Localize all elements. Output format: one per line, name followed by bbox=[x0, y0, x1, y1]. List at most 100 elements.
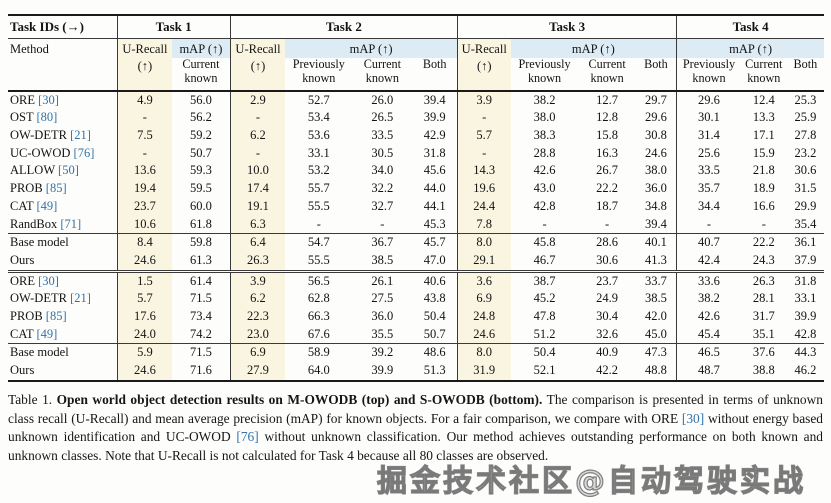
metric-value: 17.6 bbox=[116, 308, 173, 326]
task3-urecall-header: U-Recall (↑) bbox=[456, 38, 511, 91]
table-header: Task IDs (→) Task 1 Task 2 Task 3 Task 4… bbox=[8, 15, 824, 91]
metric-value: 15.8 bbox=[596, 128, 619, 142]
metric-value: 24.8 bbox=[456, 308, 511, 326]
metric-value: 19.6 bbox=[456, 180, 511, 198]
task4-current-known-header: Current known bbox=[745, 58, 783, 85]
metric-value: 7.8 bbox=[456, 215, 511, 234]
metric-value: 32.6 bbox=[596, 326, 619, 341]
caption-title: Open world object detection results on M… bbox=[56, 391, 543, 407]
metric-value: 6.2 bbox=[229, 290, 286, 309]
metric-value: 6.2 bbox=[229, 127, 286, 145]
metric-value: 23.7 bbox=[116, 197, 173, 216]
metric-value: 71.6 bbox=[190, 363, 212, 378]
metric-value: 45.4 bbox=[676, 325, 741, 344]
metric-value: - bbox=[116, 109, 173, 127]
metric-value: 33.1 bbox=[794, 291, 817, 306]
metric-value: 24.0 bbox=[116, 325, 173, 344]
table-row: Ours 24.6 71.6 27.9 64.0 39.9 51.3 31.9 52.1 42.2… bbox=[8, 362, 824, 381]
metric-value: 29.6 bbox=[676, 90, 741, 110]
metric-value: 31.7 bbox=[752, 309, 775, 324]
metric-value: 22.2 bbox=[752, 235, 775, 250]
method-name: Base model bbox=[10, 235, 69, 250]
table-row: Ours 24.6 61.3 26.3 55.5 38.5 47.0 29.1 46.7 30.6… bbox=[8, 251, 824, 272]
metric-value: 43.0 bbox=[533, 181, 556, 196]
task3-map-header: mAP (↑) bbox=[510, 38, 677, 58]
table-row: ORE [30] 4.9 56.0 2.9 52.7 26.0 39.4 3.9 38.2 12.… bbox=[8, 90, 824, 110]
table-row: OW-DETR [21] 7.5 59.2 6.2 53.6 33.5 42.9 5.7 38.… bbox=[8, 127, 824, 145]
method-name: OW-DETR [21] bbox=[10, 291, 91, 306]
metric-value: 3.9 bbox=[229, 271, 286, 291]
metric-value: 10.0 bbox=[229, 162, 286, 181]
metric-value: 58.9 bbox=[307, 345, 330, 360]
task2-previously-known-header: Previously known bbox=[292, 58, 345, 85]
metric-value: 50.7 bbox=[423, 326, 446, 341]
metric-value: 50.7 bbox=[190, 145, 212, 160]
metric-value: 48.6 bbox=[423, 345, 446, 360]
method-name: ORE [30] bbox=[10, 92, 59, 107]
metric-value: 39.9 bbox=[423, 110, 446, 125]
metric-value: 30.6 bbox=[794, 163, 817, 178]
metric-value: 34.8 bbox=[644, 198, 667, 213]
metric-value: 55.7 bbox=[307, 181, 330, 196]
metric-value: 30.4 bbox=[596, 309, 619, 324]
metric-value: 31.8 bbox=[423, 145, 446, 160]
metric-value: - bbox=[380, 216, 385, 231]
metric-value: 56.2 bbox=[190, 110, 212, 125]
citation-link: [76] bbox=[236, 429, 259, 445]
metric-value: 5.7 bbox=[456, 127, 511, 145]
task2-label: Task 2 bbox=[229, 15, 458, 39]
metric-value: 48.7 bbox=[676, 362, 741, 381]
table-caption: Table 1. Open world object detection res… bbox=[8, 391, 823, 466]
metric-value: 37.9 bbox=[794, 252, 817, 267]
metric-value: 25.3 bbox=[794, 92, 817, 107]
metric-value: 50.4 bbox=[423, 309, 446, 324]
metric-value: 27.8 bbox=[794, 128, 817, 142]
metric-value: 26.1 bbox=[371, 273, 394, 288]
metric-value: 38.2 bbox=[676, 290, 741, 309]
metric-value: 55.5 bbox=[307, 252, 330, 267]
metric-value: 33.5 bbox=[371, 128, 394, 142]
metric-value: 38.7 bbox=[533, 273, 556, 288]
metric-value: 50.4 bbox=[533, 345, 556, 360]
method-name: RandBox [71] bbox=[10, 216, 82, 231]
metric-value: 28.1 bbox=[752, 291, 775, 306]
citation-link: [71] bbox=[57, 216, 82, 231]
citation-link: [30] bbox=[35, 273, 59, 288]
citation-link: [80] bbox=[33, 110, 58, 125]
citation-link: [50] bbox=[54, 163, 79, 178]
table-row: PROB [85] 17.6 73.4 22.3 66.3 36.0 50.4 24.8 47.… bbox=[8, 308, 824, 326]
citation-link: [21] bbox=[66, 128, 91, 142]
metric-value: 42.9 bbox=[423, 128, 446, 142]
metric-value: 19.4 bbox=[116, 180, 173, 198]
metric-value: 25.9 bbox=[794, 110, 817, 125]
metric-value: 42.0 bbox=[644, 309, 667, 324]
metric-value: 22.3 bbox=[229, 308, 286, 326]
metric-value: 61.3 bbox=[190, 252, 212, 267]
metric-value: 47.0 bbox=[423, 252, 446, 267]
metric-value: 6.3 bbox=[229, 215, 286, 234]
metric-value: 40.7 bbox=[676, 233, 741, 252]
metric-value: 18.7 bbox=[596, 198, 619, 213]
metric-value: 29.7 bbox=[644, 92, 667, 107]
metric-value: 31.5 bbox=[794, 181, 817, 196]
metric-value: 24.9 bbox=[596, 291, 619, 306]
m-owodb-methods-section: ORE [30] 4.9 56.0 2.9 52.7 26.0 39.4 3.9 38.2 12.… bbox=[8, 90, 824, 234]
metric-value: 30.8 bbox=[644, 128, 667, 142]
metric-value: 34.0 bbox=[371, 163, 394, 178]
method-name: Ours bbox=[10, 363, 35, 378]
metric-value: 39.4 bbox=[423, 92, 446, 107]
metric-value: 31.9 bbox=[456, 362, 511, 381]
task1-current-known-header: Current known bbox=[182, 58, 220, 85]
metric-value: 47.3 bbox=[644, 345, 667, 360]
metric-value: 24.6 bbox=[456, 325, 511, 344]
metric-value: 24.6 bbox=[116, 362, 173, 381]
metric-value: - bbox=[605, 216, 610, 231]
task2-current-known-header: Current known bbox=[363, 58, 401, 85]
metric-value: 17.1 bbox=[752, 128, 775, 142]
metric-value: 59.3 bbox=[190, 163, 212, 178]
metric-value: 3.9 bbox=[456, 90, 511, 110]
metric-value: 74.2 bbox=[190, 326, 212, 341]
metric-value: 27.5 bbox=[371, 291, 394, 306]
metric-value: 59.2 bbox=[190, 128, 212, 142]
metric-value: 52.7 bbox=[307, 92, 330, 107]
